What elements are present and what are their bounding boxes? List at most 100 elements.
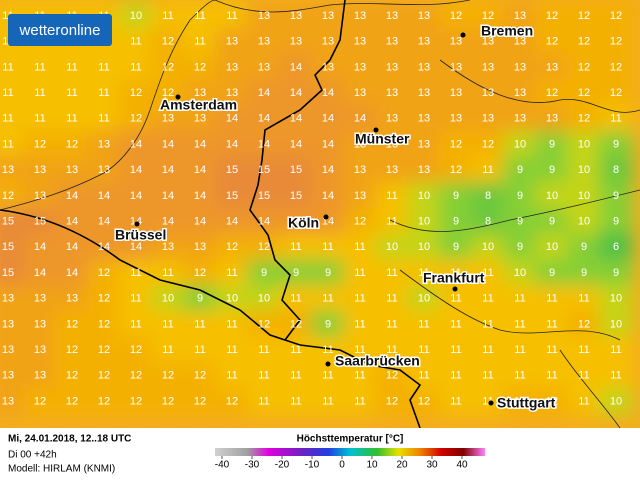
temperature-cell	[55, 104, 89, 133]
temperature-cell	[599, 156, 633, 185]
temperature-value: 11	[258, 344, 269, 356]
temperature-value: 14	[226, 113, 238, 125]
city-label: Amsterdam	[160, 97, 237, 113]
temperature-value: 10	[258, 293, 270, 305]
temperature-cell	[279, 182, 313, 210]
temperature-cell	[407, 79, 441, 107]
temperature-cell	[599, 207, 633, 236]
temperature-cell	[567, 156, 601, 185]
temperature-value: 11	[354, 241, 365, 253]
temperature-value: 10	[418, 293, 430, 305]
temperature-cell	[439, 130, 473, 159]
temperature-cell	[439, 336, 473, 364]
temperature-value: 11	[482, 318, 493, 330]
temperature-value: 13	[482, 36, 494, 48]
temperature-cell	[503, 233, 537, 262]
temperature-cell	[23, 104, 57, 133]
temperature-cell	[535, 53, 569, 82]
temperature-value: 13	[546, 61, 558, 73]
temperature-value: 11	[450, 293, 461, 305]
temperature-value: 11	[450, 344, 461, 356]
temperature-cell	[247, 104, 281, 133]
temperature-value: 12	[578, 87, 590, 99]
temperature-value: 11	[194, 318, 205, 330]
legend-tick-label: 30	[426, 460, 438, 471]
temperature-value: 13	[258, 36, 270, 48]
temperature-value: 12	[130, 344, 142, 356]
temperature-cell	[183, 130, 217, 159]
temperature-value: 14	[290, 87, 302, 99]
temperature-value: 12	[578, 318, 590, 330]
temperature-value: 12	[258, 318, 270, 330]
temperature-value: 14	[130, 190, 142, 202]
temperature-value: 13	[386, 10, 398, 22]
temperature-value: 11	[354, 395, 365, 407]
temperature-value: 9	[613, 138, 619, 150]
temperature-cell	[183, 53, 217, 82]
country-border	[299, 344, 422, 429]
temperature-cell	[151, 130, 185, 159]
temperature-value: 13	[66, 164, 78, 176]
temperature-cell	[567, 207, 601, 236]
temperature-value: 11	[2, 10, 13, 22]
temperature-cell	[247, 310, 281, 339]
temperature-cell	[503, 156, 537, 185]
city-dot	[325, 361, 331, 367]
temperature-value: 11	[226, 344, 237, 356]
city-label: Münster	[355, 131, 410, 147]
temperature-cell	[567, 27, 601, 56]
temperature-value: 10	[514, 138, 526, 150]
temperature-value: 14	[66, 241, 78, 253]
temperature-value: 9	[517, 241, 523, 253]
temperature-cell	[439, 387, 473, 416]
temperature-value: 14	[290, 138, 302, 150]
temperature-value: 12	[66, 344, 78, 356]
temperature-value: 11	[418, 344, 429, 356]
temperature-cell	[311, 79, 345, 107]
temperature-value: 12	[34, 395, 46, 407]
temperature-value: 11	[386, 344, 397, 356]
temperature-value: 12	[98, 318, 110, 330]
temperature-cell	[535, 361, 569, 390]
country-border	[249, 0, 346, 346]
temperature-value: 11	[354, 370, 365, 382]
temperature-value: 11	[482, 293, 493, 305]
temperature-value: 11	[290, 344, 301, 356]
legend-tick-label: 10	[366, 460, 378, 471]
temperature-cell	[247, 361, 281, 390]
temperature-cell	[0, 79, 25, 107]
temperature-value: 12	[450, 10, 462, 22]
temperature-value: 14	[290, 61, 302, 73]
temperature-value: 13	[354, 164, 366, 176]
temperature-cell	[375, 387, 409, 416]
temperature-value: 10	[418, 216, 430, 228]
temperature-cell	[279, 233, 313, 262]
coastline	[0, 0, 216, 211]
temperature-value: 13	[514, 61, 526, 73]
state-border	[439, 59, 640, 113]
temperature-cell	[151, 2, 185, 30]
temperature-cell	[471, 53, 505, 82]
temperature-value: 15	[258, 190, 270, 202]
temperature-cell	[0, 284, 25, 313]
temperature-cell	[151, 27, 185, 56]
temperature-cell	[599, 27, 633, 56]
temperature-value: 13	[162, 113, 174, 125]
temperature-value: 13	[2, 344, 14, 356]
temperature-cell	[471, 387, 505, 416]
temperature-cell	[183, 2, 217, 30]
temperature-value: 12	[66, 395, 78, 407]
temperature-cell	[503, 310, 537, 339]
temperature-value: 13	[514, 10, 526, 22]
city-label: Frankfurt	[423, 270, 485, 286]
city-label: Bremen	[481, 23, 533, 39]
temperature-value: 11	[2, 61, 13, 73]
temperature-value: 15	[290, 190, 302, 202]
temperature-value: 13	[546, 113, 558, 125]
temperature-value: 13	[354, 61, 366, 73]
temperature-value: 13	[386, 113, 398, 125]
temperature-value: 11	[546, 344, 557, 356]
temperature-value: 13	[2, 370, 14, 382]
temperature-value: 8	[485, 190, 491, 202]
temperature-cell	[183, 27, 217, 56]
